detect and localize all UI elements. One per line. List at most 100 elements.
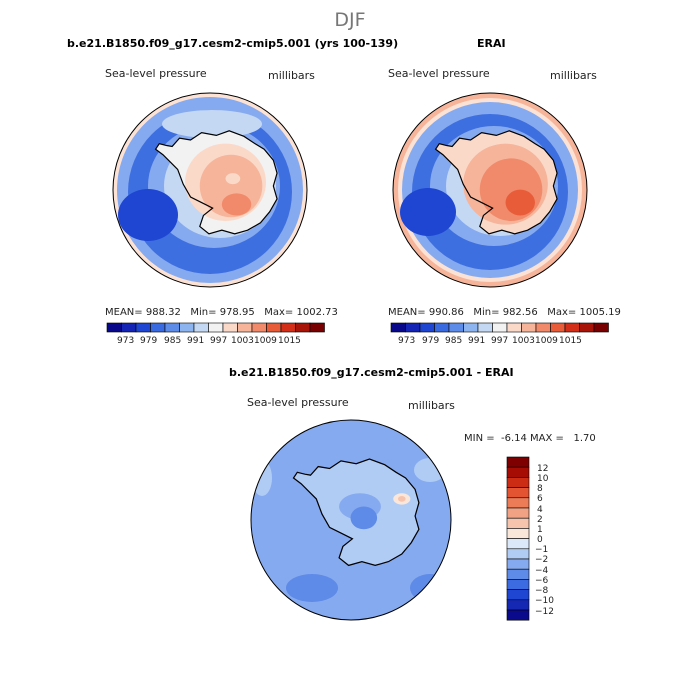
model-mean-value: 988.32 <box>145 307 181 318</box>
diff-pos-2 <box>398 496 406 502</box>
diff-stats: MIN = -6.14 MAX = 1.70 <box>464 433 596 444</box>
diff-colorbar-box <box>506 487 530 499</box>
figure-season-title: DJF <box>334 9 366 31</box>
diff-colorbar-box <box>506 507 530 519</box>
model-colorbar-tick: 985 <box>164 336 182 346</box>
model-colorbar-box <box>208 322 224 333</box>
model-min-value: 978.95 <box>219 307 255 318</box>
model-colorbar-box <box>266 322 282 333</box>
model-variable-label: Sea-level pressure <box>105 67 207 80</box>
obs-min-value: 982.56 <box>502 307 538 318</box>
diff-neg-2 <box>350 506 378 530</box>
diff-colorbar-box <box>506 497 530 509</box>
obs-high-3 <box>505 189 535 216</box>
diff-colorbar <box>506 456 530 621</box>
obs-variable-label: Sea-level pressure <box>388 67 490 80</box>
obs-colorbar-box <box>390 322 406 333</box>
diff-colorbar-tick: −2 <box>535 555 549 565</box>
model-colorbar-box <box>280 322 296 333</box>
model-panel-title: b.e21.B1850.f09_g17.cesm2-cmip5.001 (yrs… <box>67 37 399 50</box>
obs-colorbar-box <box>434 322 450 333</box>
obs-map-border <box>392 92 588 288</box>
model-pale-patch <box>162 110 262 138</box>
obs-colorbar-box <box>535 322 551 333</box>
model-colorbar-box <box>106 322 122 333</box>
model-colorbar-tick: 991 <box>187 336 205 346</box>
obs-colorbar-tick: 1009 <box>535 336 558 346</box>
diff-colorbar-box <box>506 528 530 539</box>
model-high-4 <box>225 173 241 185</box>
diff-colorbar-tick: −6 <box>535 576 549 586</box>
obs-min-label: Min= <box>473 307 500 318</box>
diff-min-label: MIN = <box>464 433 495 444</box>
diff-low-patch-2 <box>410 574 450 602</box>
obs-colorbar-box <box>579 322 595 333</box>
obs-colorbar-tick: 991 <box>468 336 486 346</box>
model-colorbar-tick: 979 <box>140 336 158 346</box>
diff-colorbar-box <box>506 558 530 570</box>
diff-colorbar-box <box>506 589 530 601</box>
obs-colorbar-box <box>550 322 566 333</box>
model-colorbar-box <box>193 322 209 333</box>
model-stats: MEAN= 988.32 Min= 978.95 Max= 1002.73 <box>105 307 338 318</box>
model-colorbar-tick: 997 <box>210 336 228 346</box>
model-min-label: Min= <box>190 307 217 318</box>
obs-colorbar <box>390 322 609 333</box>
obs-map <box>393 93 587 287</box>
obs-max-label: Max= <box>547 307 577 318</box>
diff-colorbar-box <box>506 466 530 478</box>
diff-colorbar-tick: −8 <box>535 586 549 596</box>
diff-colorbar-tick: 1 <box>537 525 543 535</box>
obs-colorbar-box <box>506 322 522 333</box>
model-colorbar-box <box>295 322 311 333</box>
diff-colorbar-box <box>506 477 530 488</box>
model-colorbar-box <box>135 322 151 333</box>
diff-map <box>251 420 451 620</box>
model-units-label: millibars <box>268 69 315 82</box>
obs-colorbar-box <box>477 322 493 333</box>
model-colorbar-box <box>121 322 137 333</box>
model-colorbar-box <box>150 322 166 333</box>
model-mean-label: MEAN= <box>105 307 143 318</box>
obs-colorbar-box <box>521 322 537 333</box>
diff-colorbar-tick: −4 <box>535 566 549 576</box>
diff-colorbar-tick: 6 <box>537 494 543 504</box>
obs-colorbar-box <box>564 322 580 333</box>
model-high-3 <box>221 193 252 216</box>
model-max-value: 1002.73 <box>296 307 338 318</box>
obs-colorbar-tick: 973 <box>398 336 416 346</box>
diff-colorbar-tick: −1 <box>535 545 549 555</box>
diff-colorbar-tick: 8 <box>537 484 543 494</box>
diff-low-patch-4 <box>414 458 446 482</box>
model-colorbar-box <box>222 322 238 333</box>
model-colorbar <box>106 322 325 333</box>
diff-colorbar-box <box>506 517 530 529</box>
model-colorbar-box <box>164 322 180 333</box>
obs-mean-value: 990.86 <box>428 307 464 318</box>
obs-colorbar-tick: 985 <box>445 336 463 346</box>
obs-units-label: millibars <box>550 69 597 82</box>
diff-low-patch-1 <box>286 574 338 602</box>
model-map-border <box>112 92 308 288</box>
diff-colorbar-box <box>506 609 530 621</box>
model-colorbar-tick: 973 <box>117 336 135 346</box>
model-deep-low <box>118 189 178 241</box>
diff-colorbar-tick: −10 <box>535 596 554 606</box>
obs-panel-title: ERAI <box>477 37 506 50</box>
model-colorbar-box <box>251 322 267 333</box>
obs-colorbar-box <box>593 322 609 333</box>
model-max-label: Max= <box>264 307 294 318</box>
diff-colorbar-tick: −12 <box>535 607 554 617</box>
diff-colorbar-tick: 10 <box>537 474 549 484</box>
obs-colorbar-tick: 1003 <box>512 336 535 346</box>
obs-max-value: 1005.19 <box>579 307 621 318</box>
obs-stats: MEAN= 990.86 Min= 982.56 Max= 1005.19 <box>388 307 621 318</box>
diff-panel-title: b.e21.B1850.f09_g17.cesm2-cmip5.001 - ER… <box>229 366 514 379</box>
diff-colorbar-box <box>506 456 530 468</box>
obs-colorbar-tick: 979 <box>422 336 440 346</box>
diff-colorbar-tick: 12 <box>537 464 549 474</box>
obs-colorbar-tick: 1015 <box>559 336 582 346</box>
diff-min-value: -6.14 <box>500 433 527 444</box>
obs-colorbar-box <box>419 322 435 333</box>
obs-colorbar-box <box>463 322 479 333</box>
